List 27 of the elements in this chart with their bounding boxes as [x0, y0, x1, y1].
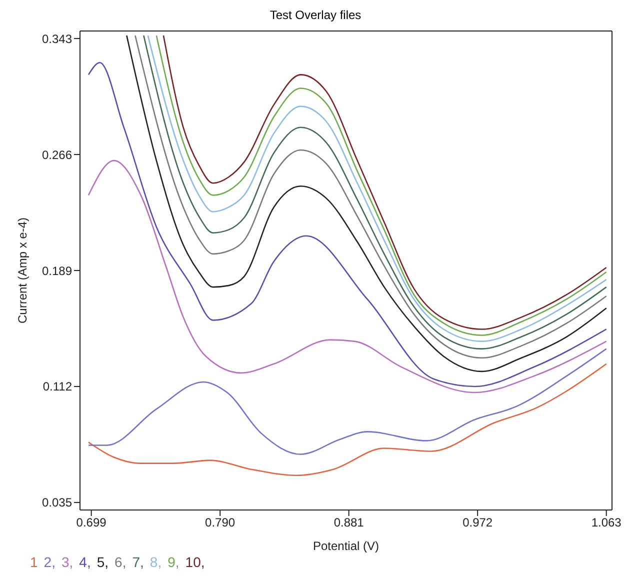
- y-tick-label: 0.266: [42, 148, 72, 162]
- chart-title: Test Overlay files: [268, 8, 362, 24]
- text: 1: [30, 554, 38, 570]
- x-tick-label: 0.881: [334, 516, 364, 530]
- text: 6,: [114, 554, 126, 570]
- line-series: [88, 160, 607, 394]
- text: 5,: [96, 554, 109, 570]
- x-tick-label: 0.699: [76, 516, 107, 530]
- y-tick-label: 0.189: [42, 264, 72, 278]
- line-series: [88, 62, 607, 388]
- y-axis-title: Current (Amp x e-4): [15, 217, 30, 324]
- x-tick-label: 0.790: [205, 516, 236, 530]
- x-tick-label: 1.063: [591, 516, 622, 530]
- y-tick-label: 0.035: [42, 496, 72, 510]
- text: 3,: [61, 554, 74, 570]
- text: 2,: [44, 554, 56, 570]
- text: 10,: [185, 554, 205, 570]
- text: 7,: [132, 554, 144, 570]
- y-tick-label: 0.343: [42, 32, 72, 46]
- x-axis-title: Potential (V): [312, 539, 380, 553]
- y-tick-label: 0.112: [42, 380, 72, 394]
- text: 4,: [79, 554, 91, 570]
- line-series: [88, 348, 607, 455]
- x-tick-label: 0.972: [462, 516, 493, 530]
- line-series: [88, 363, 607, 476]
- text: 8,: [150, 554, 162, 570]
- text: 9,: [168, 554, 180, 570]
